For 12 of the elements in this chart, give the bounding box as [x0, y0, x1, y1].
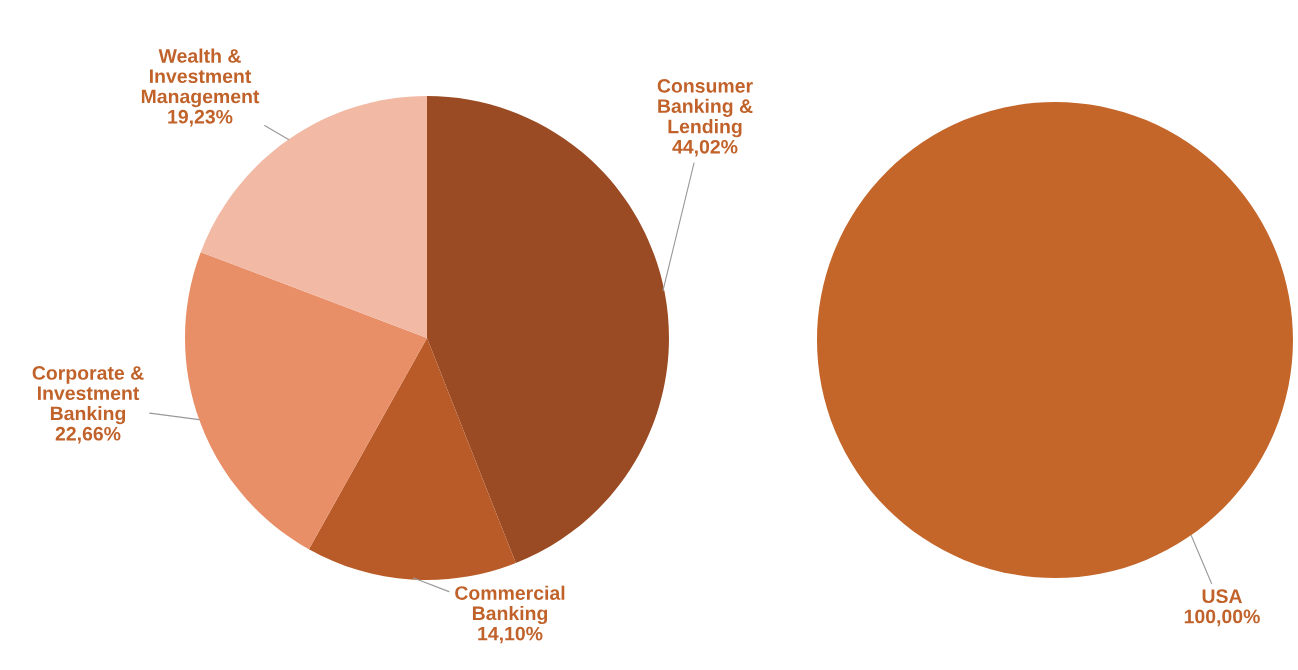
- slice-label: Commercial Banking: [455, 585, 565, 625]
- slice-label: Wealth & Investment Management: [141, 48, 260, 108]
- slice-label: Consumer Banking & Lending: [657, 79, 753, 138]
- slice-label: USA: [1202, 589, 1243, 604]
- slice-label: Corporate & Investment Banking: [32, 366, 144, 425]
- data-label: 19,23%: [168, 109, 233, 127]
- data-label: 14,10%: [478, 626, 543, 644]
- data-label: 100,00%: [1184, 609, 1260, 627]
- pie-slice: [185, 252, 427, 550]
- data-label: 22,66%: [55, 426, 121, 444]
- data-label: 44,02%: [672, 139, 738, 157]
- pie-slice: [308, 338, 516, 580]
